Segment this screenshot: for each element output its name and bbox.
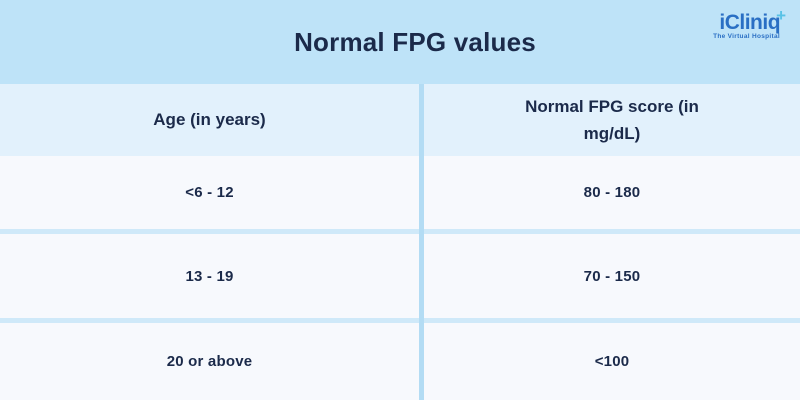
cell-age-1: 13 - 19	[185, 267, 234, 285]
cell-age-2: 20 or above	[166, 353, 253, 370]
cell-fpg-2: <100	[594, 353, 630, 370]
column-header-fpg-cell: Normal FPG score (in mg/dL)	[424, 84, 800, 156]
title-band: Normal FPG values iCliniq + The Virtual …	[0, 0, 800, 84]
table-row: 13 - 19 70 - 150	[0, 234, 800, 318]
table-header-row: Age (in years) Normal FPG score (in mg/d…	[0, 84, 800, 156]
row-divider	[0, 229, 800, 234]
plus-icon: +	[776, 6, 786, 25]
icliniq-logo: iCliniq + The Virtual Hospital	[713, 7, 786, 41]
cell-fpg-1: 70 - 150	[583, 267, 641, 285]
logo-tagline: The Virtual Hospital	[713, 33, 780, 40]
page-title: Normal FPG values	[294, 26, 536, 57]
column-divider	[419, 84, 424, 400]
table-row: 20 or above <100	[0, 323, 800, 400]
fpg-table: Age (in years) Normal FPG score (in mg/d…	[0, 84, 800, 400]
icliniq-logo-text: iCliniq	[719, 11, 781, 34]
row-divider	[0, 318, 800, 323]
cell-age-0: <6 - 12	[185, 184, 234, 201]
column-header-fpg: Normal FPG score (in mg/dL)	[525, 96, 699, 143]
table-row: <6 - 12 80 - 180	[0, 156, 800, 229]
cell-fpg-0: 80 - 180	[583, 184, 641, 201]
icliniq-logo-row: iCliniq +	[719, 7, 786, 34]
column-header-age: Age (in years)	[153, 110, 266, 130]
